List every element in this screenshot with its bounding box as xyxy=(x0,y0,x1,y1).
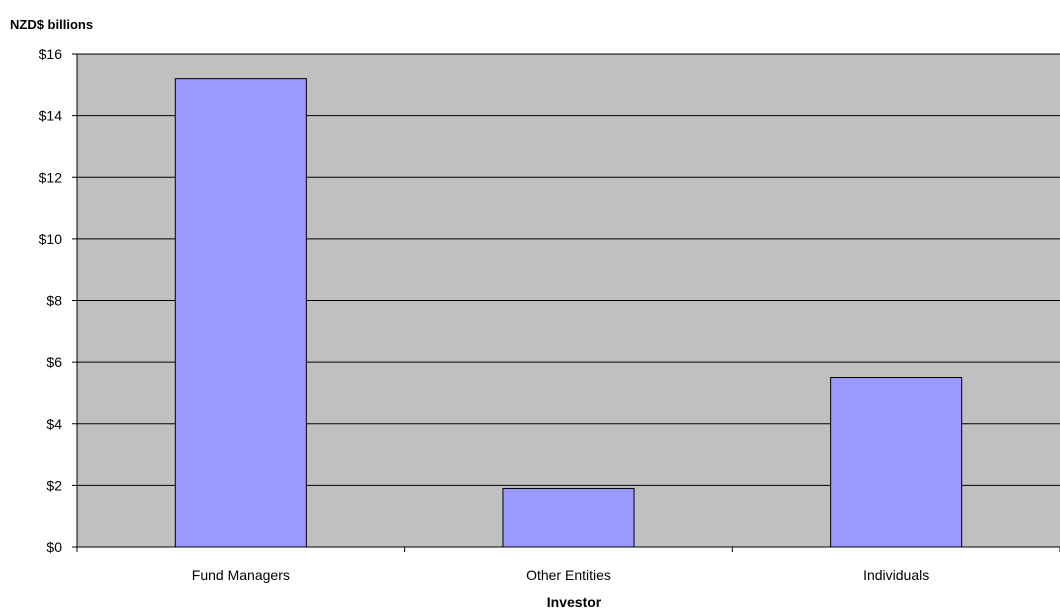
y-tick-label: $0 xyxy=(46,539,62,555)
bar xyxy=(502,487,635,548)
x-axis-title: Investor xyxy=(547,594,602,610)
x-category-label: Fund Managers xyxy=(192,567,290,583)
x-category-label: Individuals xyxy=(863,567,929,583)
y-tick-labels: $0 $2 $4 $6 $8 $10 $12 $14 $16 xyxy=(39,46,63,555)
y-tick-label: $2 xyxy=(46,477,62,493)
bars xyxy=(174,78,963,548)
y-axis-title: NZD$ billions xyxy=(10,17,93,32)
x-category-labels: Fund Managers Other Entities Individuals xyxy=(192,567,929,583)
y-tick-label: $12 xyxy=(39,169,63,185)
y-tick-label: $14 xyxy=(39,108,63,124)
bar xyxy=(174,78,307,548)
y-tick-label: $6 xyxy=(46,354,62,370)
y-tick-label: $8 xyxy=(46,293,62,309)
y-tick-label: $10 xyxy=(39,231,63,247)
y-tick-label: $16 xyxy=(39,46,63,62)
bar xyxy=(830,377,963,548)
y-tick-label: $4 xyxy=(46,416,62,432)
axes xyxy=(72,53,1060,552)
x-category-label: Other Entities xyxy=(526,567,611,583)
